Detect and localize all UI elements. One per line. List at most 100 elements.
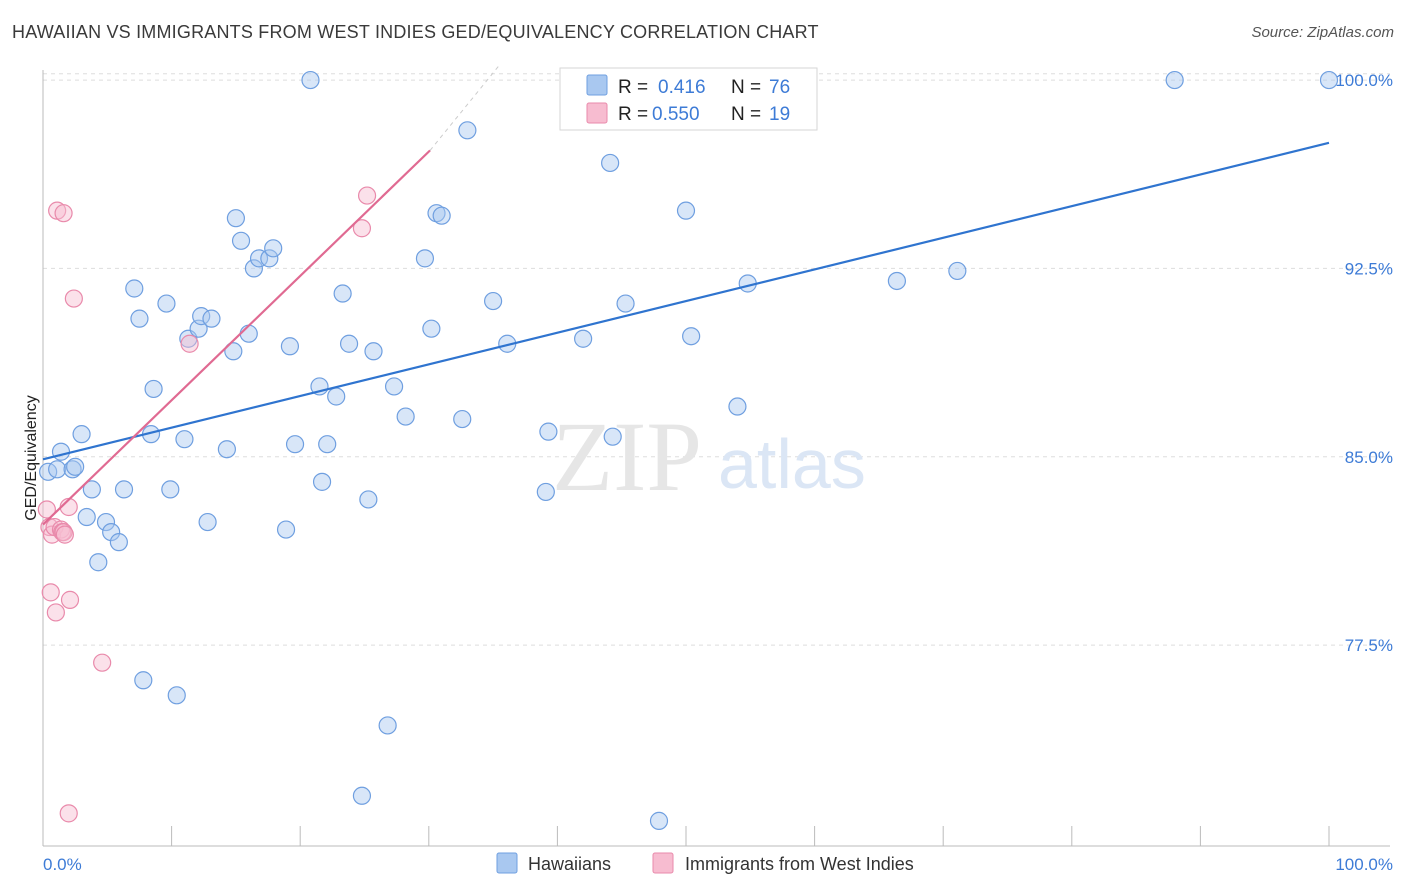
hawaiians-point [96, 512, 116, 532]
hawaiians-points [39, 70, 1339, 830]
y-tick-label: 85.0% [1345, 448, 1393, 467]
west-indies-point [55, 525, 74, 544]
hawaiians-point [264, 239, 283, 258]
west-indies-trend-line [42, 149, 431, 526]
hawaiians-point [202, 309, 221, 328]
legend-r-value: 0.416 [658, 77, 706, 98]
chart-title: HAWAIIAN VS IMMIGRANTS FROM WEST INDIES … [12, 22, 819, 42]
hawaiians-point [198, 512, 217, 532]
hawaiians-point [539, 422, 558, 441]
hawaiians-point [125, 279, 144, 298]
hawaiians-point [102, 522, 121, 542]
west-indies-trend-extension [429, 64, 500, 151]
hawaiians-point [327, 387, 346, 406]
source-label: Source: ZipAtlas.com [1251, 24, 1394, 41]
stats-legend: R = 0.416 N = 76 R = 0.550 N = 19 [559, 67, 818, 131]
hawaiians-point [484, 291, 503, 311]
hawaiians-point [66, 457, 85, 476]
hawaiians-point [157, 294, 176, 313]
west-indies-point [41, 583, 60, 602]
hawaiians-point [352, 786, 372, 805]
hawaiians-point [82, 480, 101, 499]
series-legend-swatch-west-indies [652, 852, 674, 874]
hawaiians-point [134, 671, 153, 690]
hawaiians-point [536, 482, 555, 502]
west-indies-point [60, 590, 80, 609]
hawaiians-point [239, 324, 258, 343]
hawaiians-point [260, 249, 279, 268]
y-tick-label: 100.0% [1335, 71, 1393, 90]
hawaiians-point [649, 811, 669, 830]
hawaiians-point [458, 121, 477, 140]
hawaiians-point [285, 435, 305, 454]
legend-n-value: 19 [769, 104, 790, 125]
hawaiians-point [144, 379, 163, 399]
hawaiians-point [161, 480, 180, 499]
legend-r-label: R = [618, 104, 648, 125]
y-tick-label: 92.5% [1345, 259, 1393, 278]
y-tick-label: 77.5% [1345, 636, 1393, 655]
hawaiians-point [728, 397, 747, 416]
hawaiians-point [364, 342, 383, 361]
x-axis-tick-labels: 0.0% 100.0% [43, 855, 1393, 874]
hawaiians-point [378, 716, 397, 735]
hawaiians-point [244, 259, 264, 278]
hawaiians-point [231, 231, 251, 250]
hawaiians-point [301, 70, 320, 90]
hawaiians-point [175, 430, 194, 449]
hawaiians-point [226, 209, 245, 228]
x-tick-label: 0.0% [43, 855, 82, 874]
west-indies-point [59, 804, 78, 823]
hawaiians-point [318, 435, 337, 454]
hawaiians-point [384, 377, 404, 396]
hawaiians-point [887, 271, 907, 291]
hawaiians-point [676, 201, 696, 220]
watermark-zip: ZIP [552, 401, 702, 512]
hawaiians-point [601, 153, 620, 173]
hawaiians-point [217, 440, 236, 459]
hawaiians-point [359, 490, 378, 509]
legend-n-label: N = [731, 104, 761, 125]
hawaiians-point [603, 427, 622, 446]
west-indies-point [37, 500, 56, 519]
hawaiians-point [63, 460, 82, 479]
hawaiians-point [339, 334, 359, 353]
hawaiians-point [948, 261, 967, 281]
hawaiians-point [432, 206, 451, 225]
hawaiians-point [312, 472, 332, 491]
legend-swatch-west-indies [586, 102, 608, 124]
hawaiians-point [224, 342, 243, 361]
y-axis-title: GED/Equivalency [23, 395, 40, 520]
watermark-atlas: atlas [718, 425, 866, 503]
hawaiians-point [396, 407, 415, 426]
y-axis-tick-labels: 100.0% 92.5% 85.0% 77.5% [1335, 71, 1393, 655]
west-indies-point [46, 603, 65, 622]
hawaiians-point [249, 249, 269, 268]
legend-swatch-hawaiians [586, 74, 608, 96]
hawaiians-point [616, 294, 635, 313]
hawaiians-point [167, 686, 186, 705]
legend-n-label: N = [731, 77, 761, 98]
hawaiians-point [1319, 70, 1339, 90]
grid-lines [43, 73, 1390, 646]
hawaiians-point [333, 284, 352, 303]
hawaiians-point [77, 507, 96, 527]
x-axis-ticks [171, 826, 1330, 846]
west-indies-point [54, 204, 73, 223]
series-legend: Hawaiians Immigrants from West Indies [496, 852, 914, 874]
west-indies-points [37, 186, 377, 823]
hawaiians-point [422, 319, 441, 338]
hawaiians-point [1165, 70, 1184, 90]
west-indies-point [93, 653, 112, 672]
west-indies-point [352, 219, 372, 238]
hawaiians-point [427, 204, 446, 223]
west-indies-point [357, 186, 377, 205]
hawaiians-point [72, 425, 91, 444]
hawaiians-point [51, 442, 71, 461]
hawaiians-point [109, 533, 128, 552]
legend-r-value: 0.550 [652, 104, 700, 125]
hawaiians-point [682, 327, 701, 346]
legend-n-value: 76 [769, 77, 790, 98]
west-indies-point [64, 289, 83, 308]
